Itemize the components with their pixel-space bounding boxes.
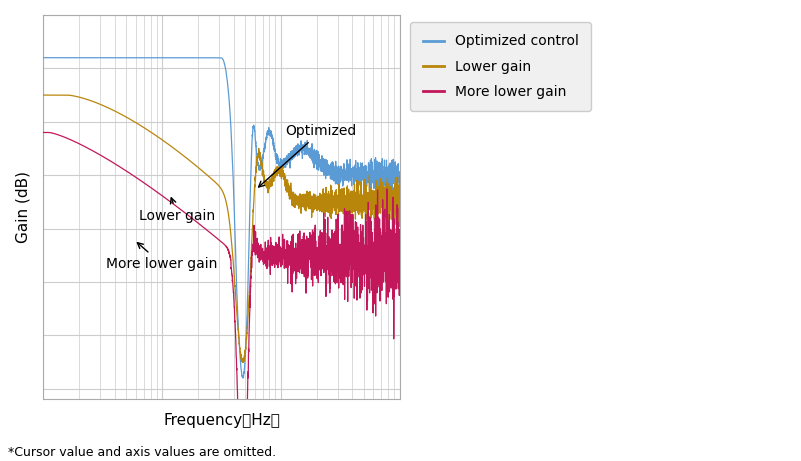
Text: Lower gain: Lower gain (139, 198, 215, 223)
Text: *Cursor value and axis values are omitted.: *Cursor value and axis values are omitte… (8, 446, 276, 460)
X-axis label: Frequency（Hz）: Frequency（Hz） (163, 413, 280, 427)
Text: More lower gain: More lower gain (106, 242, 217, 271)
Text: Optimized: Optimized (259, 124, 357, 187)
Y-axis label: Gain (dB): Gain (dB) (15, 171, 30, 243)
Legend: Optimized control, Lower gain, More lower gain: Optimized control, Lower gain, More lowe… (410, 22, 591, 111)
